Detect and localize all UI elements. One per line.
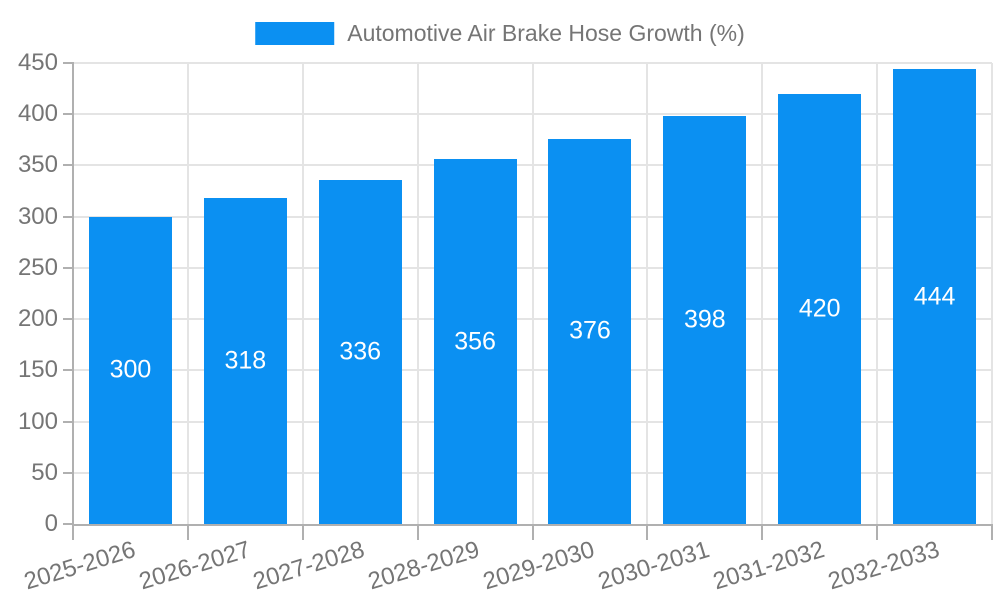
y-tick-mark — [63, 318, 74, 321]
bar[interactable]: 420 — [778, 93, 862, 524]
x-tick-label: 2032-2033 — [824, 536, 943, 596]
y-tick-mark — [63, 62, 74, 64]
bar-value-label: 318 — [224, 346, 267, 375]
x-tick-mark — [646, 524, 649, 540]
y-tick-mark — [63, 523, 74, 525]
legend-label: Automotive Air Brake Hose Growth (%) — [347, 20, 745, 46]
gridline-v — [991, 63, 993, 524]
y-tick-mark — [63, 420, 74, 423]
y-tick-mark — [63, 369, 74, 372]
y-tick-label: 50 — [31, 458, 58, 486]
x-tick-mark — [301, 524, 304, 540]
gridline-v — [531, 63, 534, 524]
y-tick-label: 400 — [17, 100, 58, 128]
gridline-v — [646, 63, 649, 524]
x-tick-label: 2029-2030 — [480, 536, 598, 596]
bar-value-label: 356 — [454, 327, 496, 356]
bar[interactable]: 318 — [203, 198, 287, 524]
x-tick-mark — [991, 524, 993, 540]
bar-value-label: 420 — [798, 294, 841, 323]
x-tick-label: 2031-2032 — [709, 536, 828, 596]
y-tick-label: 100 — [17, 407, 58, 435]
legend[interactable]: Automotive Air Brake Hose Growth (%) — [255, 20, 745, 47]
x-tick-mark — [531, 524, 534, 540]
bar-value-label: 398 — [683, 305, 726, 334]
bar[interactable]: 356 — [433, 159, 517, 524]
y-tick-mark — [63, 266, 74, 269]
bar[interactable]: 300 — [88, 216, 172, 524]
y-tick-mark — [63, 215, 74, 218]
x-tick-label: 2030-2031 — [595, 536, 713, 596]
bar-value-label: 444 — [913, 282, 956, 311]
bar-value-label: 336 — [339, 337, 382, 366]
gridline-v — [761, 63, 764, 524]
x-tick-mark — [186, 524, 189, 540]
y-tick-label: 0 — [44, 510, 58, 537]
bar[interactable]: 336 — [318, 179, 402, 524]
x-axis-line — [72, 524, 993, 526]
y-axis-line — [72, 63, 74, 524]
x-tick-mark — [876, 524, 879, 540]
bar[interactable]: 444 — [893, 69, 977, 524]
bar[interactable]: 376 — [548, 138, 632, 524]
gridline-v — [876, 63, 879, 524]
y-tick-mark — [63, 164, 74, 167]
y-tick-label: 350 — [17, 151, 58, 179]
y-tick-mark — [63, 113, 74, 116]
x-tick-label: 2027-2028 — [250, 536, 369, 596]
x-tick-mark — [72, 524, 74, 540]
gridline-v — [416, 63, 419, 524]
x-tick-label: 2025-2026 — [20, 536, 139, 596]
y-tick-label: 300 — [17, 202, 58, 230]
bar[interactable]: 398 — [663, 116, 747, 524]
gridline-v — [186, 63, 189, 524]
x-tick-mark — [761, 524, 764, 540]
legend-swatch-icon — [255, 22, 335, 45]
x-tick-label: 2028-2029 — [365, 536, 483, 596]
plot-area: 300 318 336 356 376 398 420 444 — [73, 62, 993, 524]
gridline-v — [301, 63, 304, 524]
y-tick-label: 450 — [17, 49, 58, 76]
y-tick-label: 250 — [17, 253, 58, 281]
y-tick-label: 150 — [17, 356, 58, 384]
bar-value-label: 300 — [109, 355, 152, 384]
x-tick-mark — [416, 524, 419, 540]
x-tick-label: 2026-2027 — [135, 536, 254, 596]
y-tick-label: 200 — [17, 305, 58, 333]
bar-value-label: 376 — [569, 316, 611, 345]
y-tick-mark — [63, 471, 74, 474]
